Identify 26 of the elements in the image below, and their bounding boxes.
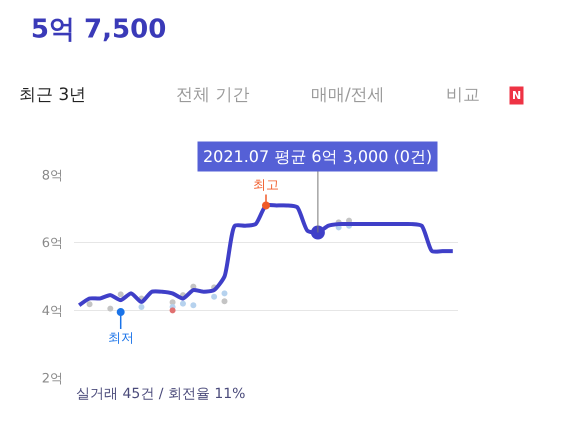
point	[211, 294, 218, 300]
text: 전체 기간	[176, 85, 250, 105]
y-tick-label: 6억	[42, 236, 63, 252]
text: 2021.07 평균 6억 3,000 (0건)	[203, 147, 432, 166]
text: 비교	[446, 85, 480, 105]
y-tick-label: 8억	[42, 168, 63, 184]
y-tick-label: 4억	[42, 304, 63, 319]
text: 매매/전세	[311, 85, 385, 105]
line-series	[77, 203, 455, 308]
y-tick-label: 2억	[42, 372, 63, 387]
point	[190, 302, 196, 308]
point	[170, 307, 176, 314]
point	[221, 290, 228, 296]
point	[310, 226, 325, 240]
point	[107, 306, 114, 312]
text: 최근 3년	[19, 85, 86, 105]
point	[86, 301, 93, 308]
point	[118, 291, 124, 298]
text: 실거래 45건 / 회전율 11%	[76, 386, 246, 402]
point	[221, 298, 228, 304]
point	[138, 304, 144, 310]
legend-label: 최저	[108, 331, 134, 346]
point	[180, 300, 186, 307]
text: N	[512, 89, 522, 102]
chart-title: 5억 7,500	[30, 14, 166, 44]
series-label: 최고	[253, 178, 279, 193]
